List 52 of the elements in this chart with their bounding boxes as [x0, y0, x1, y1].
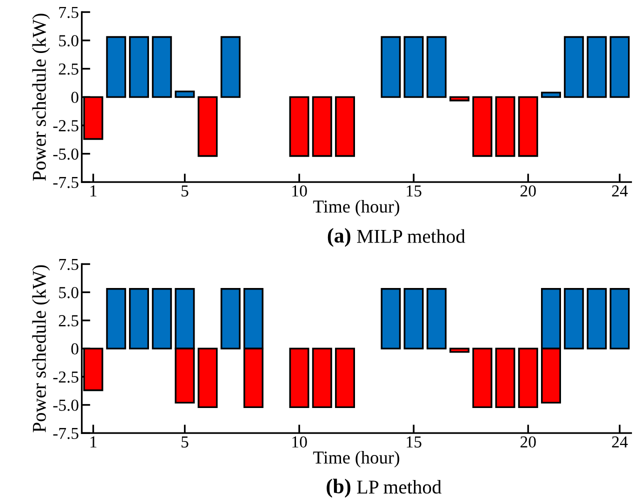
y-tick-label: -7.5	[53, 176, 78, 188]
x-tick-label: 24	[612, 185, 628, 196]
x-tick-label: 10	[292, 436, 307, 448]
text: (b) LP method	[326, 478, 442, 498]
y-tick-label: 7.5	[59, 258, 78, 270]
y-tick-label: -7.5	[53, 428, 78, 440]
bar	[106, 36, 126, 98]
bar	[335, 96, 355, 157]
y-tick-label: 5.0	[59, 35, 78, 46]
y-tick-label: 2.5	[58, 63, 78, 75]
bar	[495, 96, 516, 157]
bar	[586, 36, 607, 98]
x-tick-label: 5	[182, 186, 188, 197]
x-axis-title: Time (hour)	[313, 450, 400, 468]
x-tick-label: 15	[406, 436, 422, 448]
bar	[380, 36, 401, 98]
y-tick-label: 2.5	[58, 315, 78, 326]
bar	[174, 90, 195, 98]
bar	[289, 96, 310, 157]
bar	[541, 92, 561, 98]
y-tick-label: 5.0	[59, 286, 78, 298]
x-tick-label: 5	[182, 436, 188, 448]
y-tick-label: 0	[71, 92, 78, 104]
x-tick-label: 24	[612, 436, 628, 448]
x-tick-label: 20	[520, 185, 536, 197]
bar	[312, 96, 332, 157]
bar	[610, 36, 630, 98]
y-tick-label: -2.5	[53, 120, 78, 132]
y-tick-label: 0	[71, 343, 78, 355]
x-tick-label: 1	[90, 436, 96, 448]
y-tick-label: -5.0	[53, 148, 78, 160]
y-tick-label: -5.0	[53, 400, 78, 411]
y-tick-label: 7.5	[59, 6, 78, 18]
x-axis-title: Time (hour)	[313, 200, 400, 216]
bar	[220, 36, 241, 98]
bar	[426, 36, 447, 98]
bar	[472, 96, 492, 157]
bar	[129, 36, 149, 98]
bar	[449, 96, 470, 102]
bar	[198, 96, 218, 157]
y-axis-title: Power schedule (kW)	[32, 14, 50, 181]
x-tick-label: 1	[90, 185, 96, 196]
x-tick-label: 10	[292, 185, 307, 197]
x-tick-label: 20	[520, 436, 536, 448]
bar	[404, 36, 424, 98]
bar	[518, 96, 538, 157]
y-axis-title: Power schedule (kW)	[32, 265, 50, 432]
text: (a) MILP method	[328, 228, 466, 247]
y-tick-label: -2.5	[53, 371, 78, 383]
x-tick-label: 15	[406, 185, 422, 197]
bar	[564, 36, 584, 98]
bar	[152, 36, 172, 98]
